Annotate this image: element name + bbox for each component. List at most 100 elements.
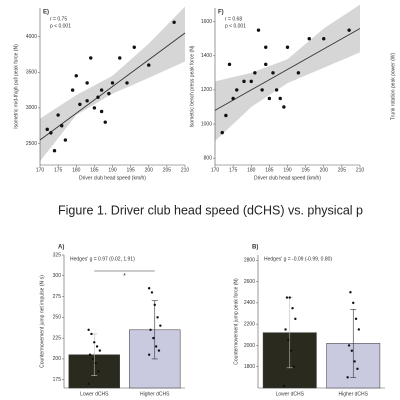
data-point [242,79,246,84]
y-tick-label: 325 [53,252,62,258]
data-point [107,91,111,96]
y-axis-label: Countermovement jump peak force (N) [233,278,239,365]
panel-label: E) [43,10,49,16]
data-point [74,74,78,78]
data-point [267,96,272,101]
data-point [99,88,104,92]
x-tick-label: 195 [126,167,135,173]
y-tick-label: 2200 [244,321,255,327]
y-tick-label: 1600 [201,19,212,25]
x-tick-label: 210 [181,167,190,173]
trend-line [39,32,186,141]
data-point [150,291,154,294]
data-point [103,120,107,124]
data-point [296,71,301,75]
data-point [256,28,261,32]
data-point [271,71,275,75]
error-bar [350,308,357,378]
data-point [220,130,224,135]
y-tick-label: 800 [204,156,213,162]
data-point [91,357,95,361]
panel-label: A) [58,245,64,251]
x-tick-label: 180 [247,167,256,173]
y-axis-label: Countermovement jump net impulse (N·s) [39,275,45,368]
data-point [285,45,290,49]
statistic-annotation: r = 0.68 [225,16,242,22]
x-tick-label: 175 [229,167,238,173]
x-tick-label: 170 [211,167,220,173]
y-tick-label: 2600 [244,279,255,285]
data-point [56,113,60,117]
y-tick-label: 3500 [26,70,37,76]
data-point [264,62,268,67]
y-tick-label: 200 [53,356,62,362]
data-point [292,365,296,368]
data-point [353,360,356,363]
data-point [125,81,129,85]
data-point [235,88,239,92]
x-tick-label: 200 [320,167,329,173]
data-point [291,307,294,310]
data-point [85,81,89,85]
x-tick-label: Higher dCHS [140,391,170,397]
y-tick-label: 1000 [201,121,212,127]
data-point [227,62,232,67]
data-point [356,367,359,371]
y-tick-label: 275 [53,294,62,300]
y-tick-label: 1200 [201,87,212,93]
x-tick-label: 180 [72,167,81,173]
data-point [264,45,268,49]
data-point [78,102,82,107]
data-point [285,296,289,299]
data-point [172,20,176,24]
statistic-annotation: r = 0.75 [50,16,67,22]
figure-caption: Figure 1. Driver club head speed (dCHS) … [58,203,363,217]
data-point [94,361,97,365]
data-point [89,56,93,60]
data-point [349,291,352,294]
data-point [98,349,102,352]
data-point [274,88,279,92]
x-tick-label: 205 [163,167,172,173]
y-tick-label: 4000 [26,34,37,40]
y-tick-label: 3000 [26,105,37,111]
data-point [282,384,286,388]
data-point [154,345,158,348]
x-tick-label: 185 [90,167,99,173]
significance-marker: * [123,273,126,280]
y-tick-label: 2000 [244,343,255,349]
data-point [287,338,290,342]
statistic-annotation: p < 0.001 [50,23,71,29]
x-tick-label: 190 [108,167,117,173]
x-tick-label: 190 [283,167,292,173]
data-point [90,332,93,336]
data-point [132,45,136,49]
data-point [95,345,99,348]
y-axis-label: Isometric bench press peak force (N) [189,45,195,127]
y-tick-label: 225 [53,335,62,341]
error-bar [151,300,158,360]
x-tick-label: 200 [145,167,154,173]
x-tick-label: Lower dCHS [80,391,109,397]
data-point [93,341,96,344]
data-point [284,328,287,331]
data-point [96,95,100,99]
data-point [88,353,92,356]
data-point [147,63,151,67]
data-point [357,328,361,331]
x-tick-label: 175 [54,167,63,173]
data-point [347,28,351,32]
data-point [346,376,349,379]
data-point [87,382,90,386]
x-tick-label: 170 [36,167,45,173]
data-point [60,124,64,128]
statistic-annotation: Hedges' g = 0.97 (0.02, 1.91) [70,256,135,262]
y-tick-label: 1400 [201,53,212,59]
data-point [307,37,311,41]
data-point [149,328,152,332]
data-point [52,149,57,153]
y-tick-label: 175 [53,377,62,383]
data-point [231,96,235,101]
y-tick-label: 2500 [26,141,37,147]
